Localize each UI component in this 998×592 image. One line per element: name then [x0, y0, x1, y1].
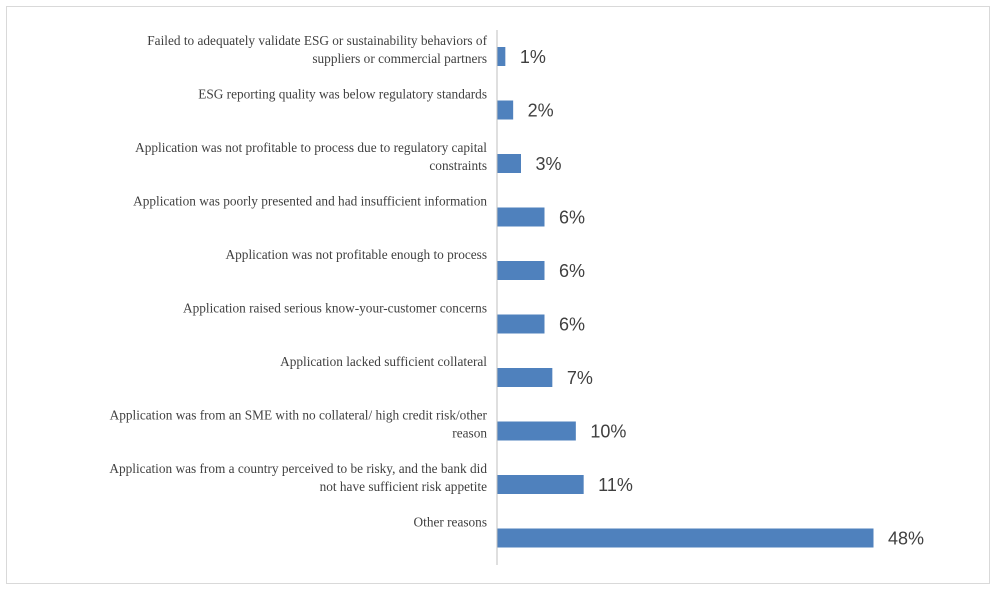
category-label-line: Application lacked sufficient collateral [280, 354, 487, 369]
category-label-5: Application was not profitable enough to… [226, 247, 487, 262]
category-label-line: not have sufficient risk appetite [320, 479, 487, 494]
bar-5 [497, 261, 545, 280]
bar-4 [497, 207, 545, 227]
bar-7 [497, 368, 553, 387]
category-label-line: suppliers or commercial partners [312, 51, 487, 66]
bar-1 [497, 47, 506, 66]
category-label-line: Application was from an SME with no coll… [110, 408, 488, 423]
value-label-8: 10% [590, 422, 626, 442]
value-label-2: 2% [528, 101, 554, 121]
category-label-8: Application was from an SME with no coll… [110, 408, 488, 441]
value-label-10: 48% [888, 529, 924, 549]
value-label-6: 6% [559, 315, 585, 335]
category-label-6: Application raised serious know-your-cus… [183, 301, 487, 316]
bar-2 [497, 100, 514, 120]
value-label-7: 7% [567, 368, 593, 388]
category-label-line: Application was from a country perceived… [109, 461, 487, 476]
category-label-line: Application was not profitable to proces… [135, 140, 487, 155]
value-labels-group: 1% 2% 3% 6% 6% 6% 7% 10% 11% 48% [520, 47, 924, 549]
category-label-line: constraints [429, 158, 487, 173]
category-labels-group: Failed to adequately validate ESG or sus… [109, 33, 487, 530]
category-label-10: Other reasons [414, 515, 487, 530]
category-label-2: ESG reporting quality was below regulato… [198, 87, 487, 102]
category-label-line: reason [452, 426, 487, 441]
category-label-3: Application was not profitable to proces… [135, 140, 487, 173]
bar-6 [497, 314, 545, 334]
bar-9 [497, 475, 584, 494]
bar-8 [497, 421, 576, 441]
category-label-1: Failed to adequately validate ESG or sus… [147, 33, 487, 66]
category-label-9: Application was from a country perceived… [109, 461, 487, 494]
category-label-line: Application was not profitable enough to… [226, 247, 487, 262]
value-label-1: 1% [520, 47, 546, 67]
category-label-line: Application was poorly presented and had… [133, 194, 487, 209]
value-label-4: 6% [559, 208, 585, 228]
bar-10 [497, 528, 874, 548]
bar-3 [497, 154, 521, 173]
category-label-line: Failed to adequately validate ESG or sus… [147, 33, 487, 48]
category-label-line: Application raised serious know-your-cus… [183, 301, 487, 316]
value-label-3: 3% [536, 154, 562, 174]
value-label-5: 6% [559, 261, 585, 281]
category-label-line: ESG reporting quality was below regulato… [198, 87, 487, 102]
category-label-7: Application lacked sufficient collateral [280, 354, 487, 369]
category-label-4: Application was poorly presented and had… [133, 194, 487, 209]
category-label-line: Other reasons [414, 515, 487, 530]
bars-group [497, 47, 874, 548]
value-label-9: 11% [598, 475, 633, 495]
